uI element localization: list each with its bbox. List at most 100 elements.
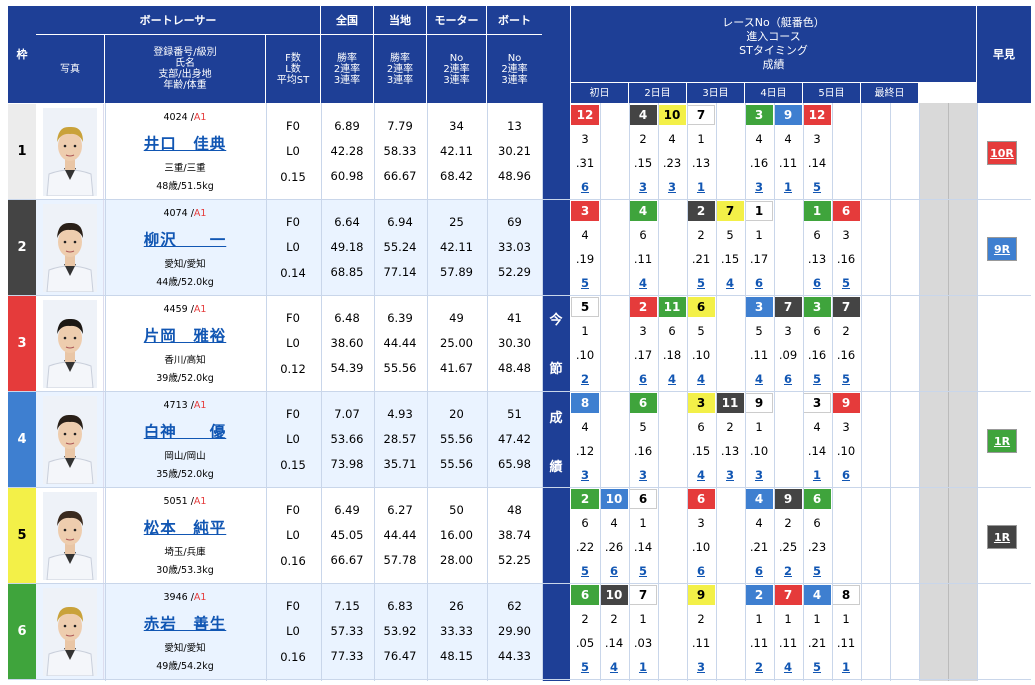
grid-line [745,103,746,681]
zen-stat: 6.49 [334,503,360,517]
mot-stat: 41.67 [440,361,473,375]
racer-name-link[interactable]: 柳沢 一 [143,231,227,249]
result-link[interactable]: 3 [754,180,763,194]
result-link[interactable]: 5 [696,276,705,290]
race-no-cell: 9 [745,393,773,413]
result-link[interactable]: 3 [696,660,705,674]
result-link[interactable]: 1 [638,660,647,674]
course-cell: 4 [755,132,763,146]
result-link[interactable]: 4 [667,372,676,386]
mot-stat: 50 [449,503,464,517]
result-link[interactable]: 5 [580,276,589,290]
touchi-header: 当地 [374,6,426,34]
racer-regno: 4074 / A1 [105,206,265,220]
result-link[interactable]: 6 [638,372,647,386]
racer-photo [36,488,104,583]
st-cell: .26 [604,540,624,554]
result-link[interactable]: 2 [754,660,763,674]
course-cell: 5 [755,324,763,338]
racer-name-link[interactable]: 白神 優 [143,423,227,441]
result-link[interactable]: 6 [580,180,589,194]
result-link[interactable]: 1 [783,180,792,194]
zen-stat: 66.67 [330,553,364,567]
mot-stat: 42.11 [440,144,473,158]
racer-photo [36,104,104,199]
race-no-cell: 12 [803,105,831,125]
result-link[interactable]: 4 [754,372,763,386]
result-link[interactable]: 2 [580,372,589,386]
f-count: F0 [286,215,300,229]
toc-stat: 55.56 [383,361,417,375]
hayami-link[interactable]: 1R [987,429,1017,453]
result-link[interactable]: 5 [812,372,821,386]
toc-stat: 53.92 [383,624,417,638]
result-link[interactable]: 4 [696,468,705,482]
zenkoku-sub: 勝率 2連率 3連率 [321,35,373,103]
result-link[interactable]: 1 [841,660,850,674]
boa-stat: 48.48 [498,361,531,375]
row-divider [8,199,1031,200]
result-link[interactable]: 5 [812,180,821,194]
result-link[interactable]: 3 [580,468,589,482]
result-link[interactable]: 5 [580,564,589,578]
result-link[interactable]: 4 [783,660,792,674]
result-link[interactable]: 3 [754,468,763,482]
avg-st: 0.12 [280,362,306,376]
result-link[interactable]: 4 [609,660,618,674]
toc-stat: 6.27 [387,503,413,517]
st-cell: .10 [575,348,595,362]
result-link[interactable]: 1 [812,468,821,482]
result-link[interactable]: 4 [638,276,647,290]
racer-portrait-icon [43,300,97,389]
result-link[interactable]: 6 [841,468,850,482]
result-link[interactable]: 3 [638,180,647,194]
result-link[interactable]: 5 [841,276,850,290]
racer-name-link[interactable]: 赤岩 善生 [143,615,227,633]
result-link[interactable]: 6 [783,372,792,386]
result-link[interactable]: 5 [638,564,647,578]
racer-name-link[interactable]: 井口 佳典 [143,135,227,153]
result-link[interactable]: 3 [638,468,647,482]
zen-stat: 49.18 [330,240,364,254]
result-link[interactable]: 6 [696,564,705,578]
st-cell: .21 [691,252,711,266]
result-link[interactable]: 6 [754,564,763,578]
result-link[interactable]: 4 [725,276,734,290]
hayami-link[interactable]: 1R [987,525,1017,549]
result-link[interactable]: 3 [725,468,734,482]
st-cell: .15 [720,252,740,266]
result-link[interactable]: 6 [754,276,763,290]
grid-line [105,103,106,681]
result-link[interactable]: 2 [783,564,792,578]
f-count: F0 [286,503,300,517]
result-link[interactable]: 4 [696,372,705,386]
course-cell: 4 [784,132,792,146]
mot-stat: 68.42 [440,169,473,183]
st-cell: .12 [575,444,595,458]
result-link[interactable]: 1 [696,180,705,194]
racer-row [36,488,542,583]
boa-stat: 62 [507,599,522,613]
grid-line [803,103,804,681]
hayami-link[interactable]: 9R [987,237,1017,261]
result-link[interactable]: 5 [841,372,850,386]
racer-name-link[interactable]: 片岡 雅裕 [143,327,227,345]
zen-stat: 73.98 [330,457,364,471]
st-cell: .15 [691,444,711,458]
racer-photo [36,200,104,295]
hayami-link[interactable]: 10R [987,141,1017,165]
st-cell: .17 [633,348,653,362]
result-link[interactable]: 6 [609,564,618,578]
result-link[interactable]: 3 [667,180,676,194]
race-no-cell: 4 [803,585,831,605]
boa-stat: 51 [507,407,522,421]
result-link[interactable]: 6 [812,276,821,290]
grid-line [542,103,543,681]
racer-name-link[interactable]: 松本 純平 [143,519,227,537]
race-no-cell: 3 [571,201,599,221]
result-link[interactable]: 5 [812,660,821,674]
st-cell: .11 [836,636,856,650]
result-link[interactable]: 5 [812,564,821,578]
result-link[interactable]: 5 [580,660,589,674]
boa-stat: 33.03 [498,240,531,254]
